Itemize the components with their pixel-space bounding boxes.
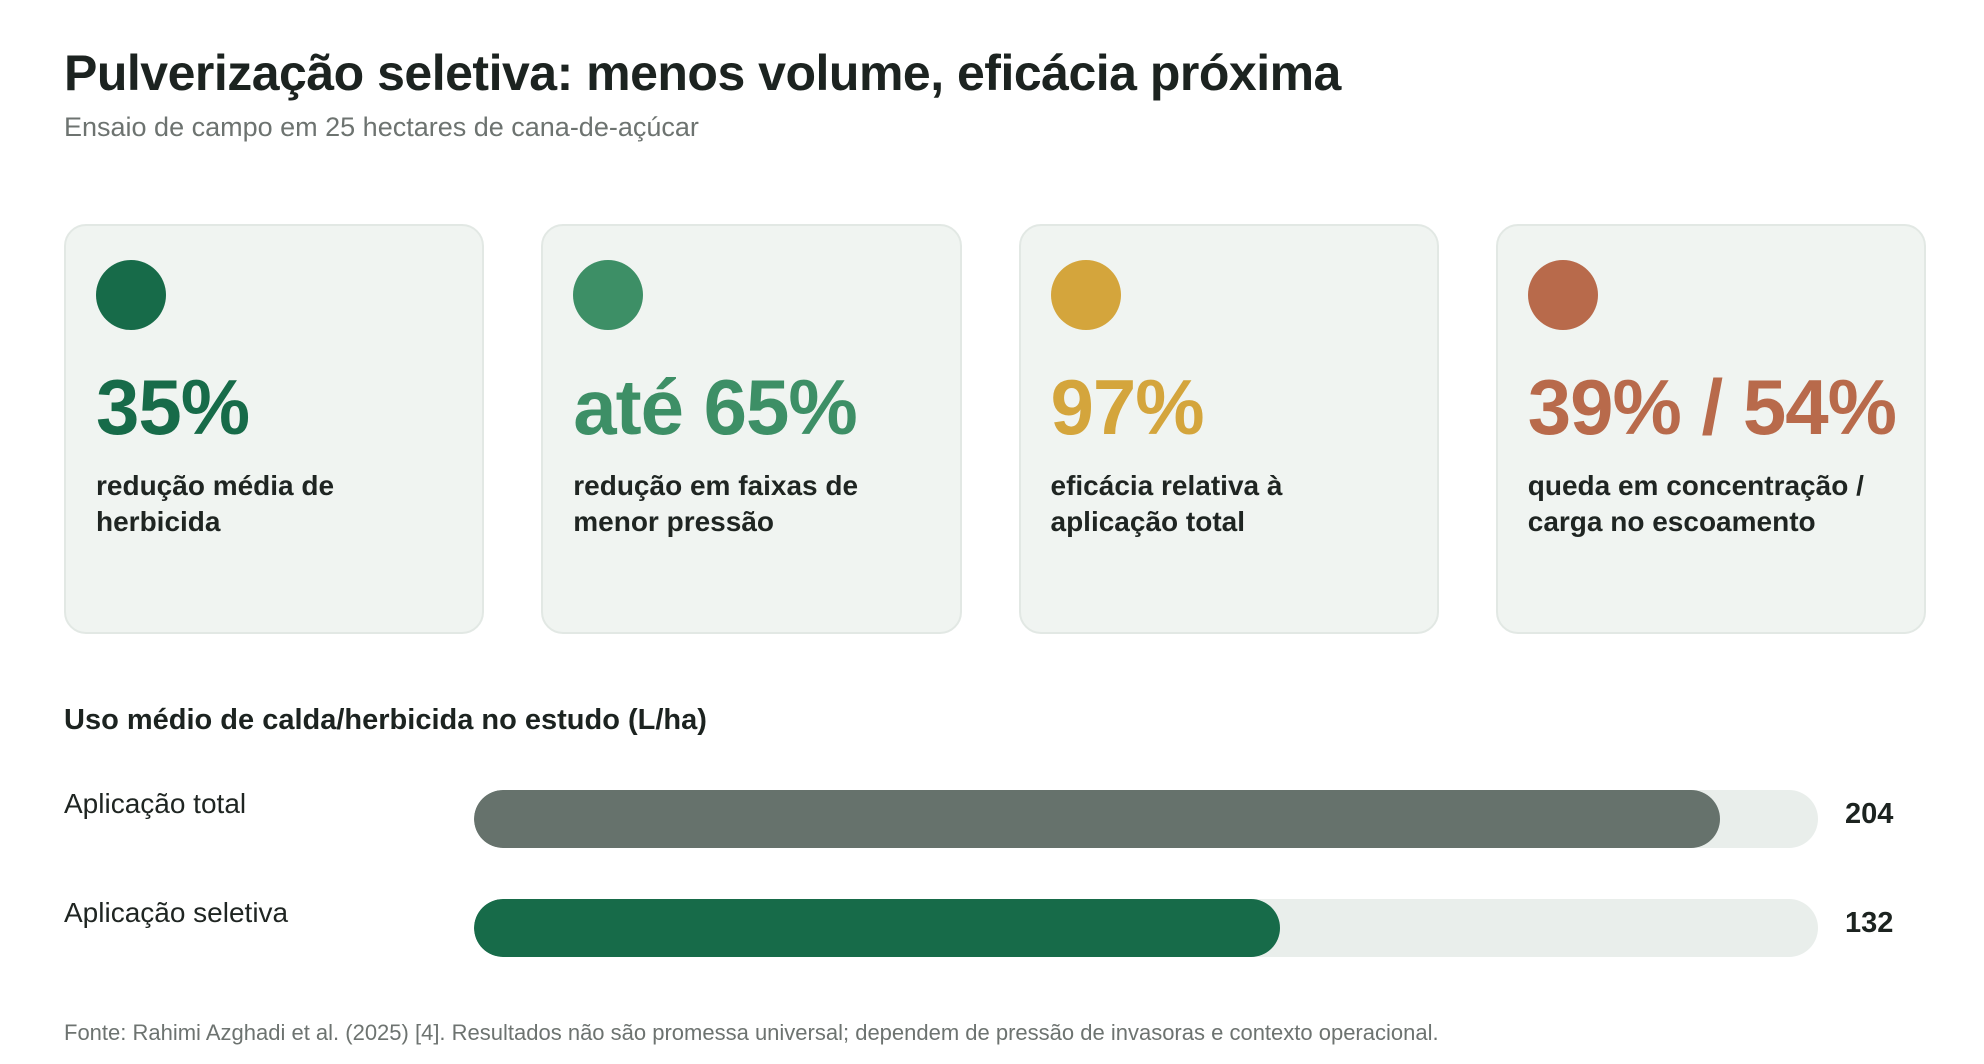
stat-value: 35% [96, 363, 250, 451]
page-title: Pulverização seletiva: menos volume, efi… [64, 45, 1341, 101]
stat-card-herbicide-reduction: 35% redução média de herbicida [64, 224, 485, 634]
bar-value-label: 132 [1845, 907, 1894, 939]
stat-card-relative-efficacy: 97% eficácia relativa à aplicação total [1018, 224, 1439, 634]
page-subtitle: Ensaio de campo em 25 hectares de cana-d… [64, 112, 699, 142]
stat-description: redução em faixas de menor pressão [573, 470, 859, 537]
bar-category-label: Aplicação total [64, 788, 247, 819]
dot-icon [573, 260, 644, 330]
dot-icon [96, 260, 166, 330]
stat-cards: 35% redução média de herbicida até 65% r… [64, 224, 1926, 634]
stat-value: 39% / 54% [1527, 363, 1897, 451]
bar-chart-title: Uso médio de calda/herbicida no estudo (… [64, 704, 707, 736]
source-note: Fonte: Rahimi Azghadi et al. (2025) [4].… [64, 1020, 1439, 1045]
bar-track [474, 790, 1818, 848]
dot-icon [1050, 260, 1121, 330]
bar-track [474, 899, 1818, 957]
bar-total [474, 790, 1721, 848]
stat-value: 97% [1050, 363, 1205, 451]
stat-card-low-pressure-reduction: até 65% redução em faixas de menor press… [541, 224, 962, 634]
stat-value: até 65% [573, 363, 858, 451]
bar-category-label: Aplicação seletiva [64, 897, 289, 928]
stat-description: redução média de herbicida [96, 470, 335, 537]
stat-card-runoff-drop: 39% / 54% queda em concentração / carga … [1495, 224, 1926, 634]
bar-value-label: 204 [1845, 798, 1894, 830]
bar-selective [474, 899, 1281, 957]
bar-row-total: Aplicação total 204 [0, 788, 1984, 848]
stat-description: eficácia relativa à aplicação total [1050, 470, 1283, 537]
stat-description: queda em concentração / carga no escoame… [1527, 470, 1864, 537]
dot-icon [1527, 260, 1598, 330]
bar-row-selective: Aplicação seletiva 132 [0, 897, 1984, 957]
